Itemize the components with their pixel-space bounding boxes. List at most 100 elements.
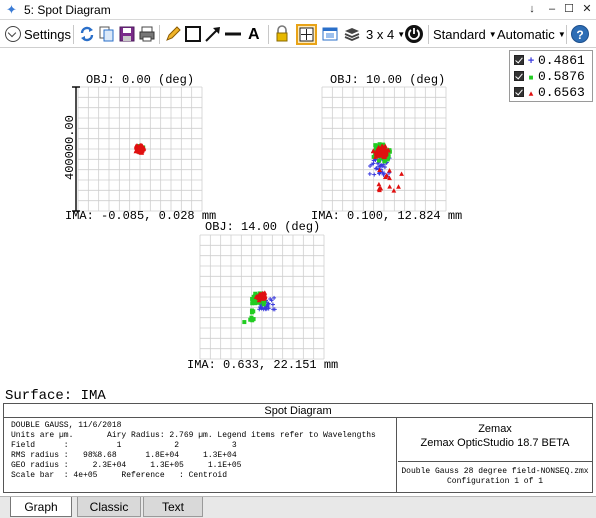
power-symbol-icon xyxy=(408,28,420,40)
spot-triangle-marker xyxy=(376,181,382,187)
info-product: Zemax Zemax OpticStudio 18.7 BETA xyxy=(398,418,592,462)
save-icon[interactable] xyxy=(118,25,136,43)
checkbox-icon[interactable] xyxy=(514,55,524,65)
automatic-dropdown[interactable]: Automatic ▼ xyxy=(497,25,566,44)
wavelength-legend: +0.4861 ■ 0.5876 ▲ 0.6563 xyxy=(509,50,593,102)
spot-triangle-marker xyxy=(373,154,378,159)
field-label-1: OBJ: 0.00 (deg) xyxy=(86,73,195,87)
triangle-marker-icon: ▲ xyxy=(528,90,534,99)
legend-item-3[interactable]: ▲ 0.6563 xyxy=(514,85,585,101)
spot-diagram-plot: OBJ: 0.00 (deg) OBJ: 10.00 (deg) OBJ: 14… xyxy=(0,49,596,404)
spot-triangle-marker xyxy=(133,148,139,153)
copy-icon[interactable] xyxy=(98,25,116,43)
rectangle-icon[interactable] xyxy=(184,25,202,43)
info-line: Units are µm. Airy Radius: 2.769 µm. Leg… xyxy=(11,431,376,440)
spot-square-marker xyxy=(249,310,254,315)
spot-triangle-marker xyxy=(399,171,404,176)
spot-square-marker xyxy=(251,295,256,300)
checkbox-icon[interactable] xyxy=(514,71,524,81)
spot-triangle-marker xyxy=(256,297,262,303)
spot-triangle-marker xyxy=(384,172,390,178)
info-details: DOUBLE GAUSS, 11/6/2018 Units are µm. Ai… xyxy=(4,418,397,492)
close-button[interactable]: ✕ xyxy=(582,3,592,15)
spot-square-marker xyxy=(381,142,386,147)
toolbar-divider xyxy=(428,25,429,44)
pencil-icon[interactable] xyxy=(164,25,182,43)
spot-triangle-marker xyxy=(382,143,388,148)
window-layout-icon[interactable] xyxy=(321,25,339,43)
field-label-2: OBJ: 10.00 (deg) xyxy=(330,73,446,87)
legend-item-1[interactable]: +0.4861 xyxy=(514,53,585,69)
standard-dropdown-label: Standard xyxy=(433,27,486,42)
standard-dropdown[interactable]: Standard ▼ xyxy=(433,25,497,44)
text-tool-icon[interactable]: A xyxy=(248,26,260,43)
tab-text[interactable]: Text xyxy=(143,497,203,517)
scale-bar-label: 400000.00 xyxy=(63,115,77,180)
layers-icon[interactable] xyxy=(343,25,361,43)
legend-item-2[interactable]: ■ 0.5876 xyxy=(514,69,585,85)
company-name: Zemax xyxy=(478,423,512,435)
spot-triangle-marker xyxy=(387,168,392,173)
toolbar-divider xyxy=(566,25,567,44)
legend-wavelength: 0.4861 xyxy=(538,53,585,68)
spot-square-marker xyxy=(386,154,391,159)
spot-triangle-marker xyxy=(379,147,385,152)
fit-icon xyxy=(299,27,314,42)
spot-triangle-marker xyxy=(376,149,382,154)
layout-dropdown[interactable]: 3 x 4 ▼ xyxy=(366,25,405,44)
layout-dropdown-label: 3 x 4 xyxy=(366,27,395,42)
fit-to-window-button[interactable] xyxy=(296,24,317,45)
help-button[interactable]: ? xyxy=(571,25,589,43)
spot-square-marker xyxy=(385,157,390,162)
spot-square-marker xyxy=(251,317,256,322)
refresh-icon[interactable] xyxy=(78,25,96,43)
product-name: Zemax OpticStudio 18.7 BETA xyxy=(420,437,570,449)
info-line: RMS radius : 98%8.68 1.8E+04 1.3E+04 xyxy=(11,451,237,460)
spot-triangle-marker xyxy=(396,184,401,189)
info-file: Double Gauss 28 degree field-NONSEQ.zmx … xyxy=(398,463,592,492)
spot-square-marker xyxy=(262,299,267,304)
spot-square-marker xyxy=(249,315,254,320)
automatic-dropdown-label: Automatic xyxy=(497,27,555,42)
plus-marker-icon: + xyxy=(527,56,535,68)
spot-square-marker xyxy=(261,302,266,307)
square-marker-icon: ■ xyxy=(528,74,534,83)
pin-icon[interactable]: ↓ xyxy=(529,3,535,15)
tab-graph[interactable]: Graph xyxy=(10,497,72,517)
spot-square-marker xyxy=(250,301,255,306)
info-panel: Spot Diagram DOUBLE GAUSS, 11/6/2018 Uni… xyxy=(3,403,593,493)
spot-triangle-marker xyxy=(387,184,393,189)
lock-icon[interactable] xyxy=(273,25,291,43)
spot-triangle-marker xyxy=(377,167,383,173)
spot-triangle-marker xyxy=(259,290,265,296)
spot-diagram-canvas xyxy=(72,86,447,360)
ima-label-2: IMA: 0.100, 12.824 mm xyxy=(311,209,463,223)
minimize-button[interactable]: ‒ xyxy=(548,3,556,15)
line-icon[interactable] xyxy=(224,25,242,43)
toolbar: Settings A xyxy=(0,21,596,48)
info-line: Field : 1 2 3 xyxy=(11,441,237,450)
field-label-3: OBJ: 14.00 (deg) xyxy=(205,220,321,234)
spot-triangle-marker xyxy=(376,151,382,157)
spot-triangle-marker xyxy=(260,296,266,301)
toolbar-divider xyxy=(159,25,160,44)
power-icon[interactable] xyxy=(405,25,423,43)
tab-classic[interactable]: Classic xyxy=(77,497,141,517)
spot-triangle-marker xyxy=(387,175,392,181)
spot-square-marker xyxy=(373,143,378,148)
arrow-icon[interactable] xyxy=(204,25,222,43)
spot-triangle-marker xyxy=(376,145,382,151)
spot-diagram-app-icon: ✦ xyxy=(6,2,17,17)
restore-button[interactable]: ☐ xyxy=(564,3,574,15)
legend-wavelength: 0.6563 xyxy=(538,85,585,100)
print-icon[interactable] xyxy=(138,25,156,43)
spot-triangle-marker xyxy=(382,154,388,159)
info-line: DOUBLE GAUSS, 11/6/2018 xyxy=(11,421,122,430)
checkbox-icon[interactable] xyxy=(514,87,524,97)
chevron-down-icon: ▼ xyxy=(488,30,497,39)
file-name: Double Gauss 28 degree field-NONSEQ.zmx xyxy=(401,467,589,476)
settings-chevron-icon[interactable] xyxy=(5,26,21,42)
settings-button[interactable]: Settings xyxy=(24,27,71,42)
spot-square-marker xyxy=(377,158,382,163)
surface-label: Surface: IMA xyxy=(5,388,106,404)
